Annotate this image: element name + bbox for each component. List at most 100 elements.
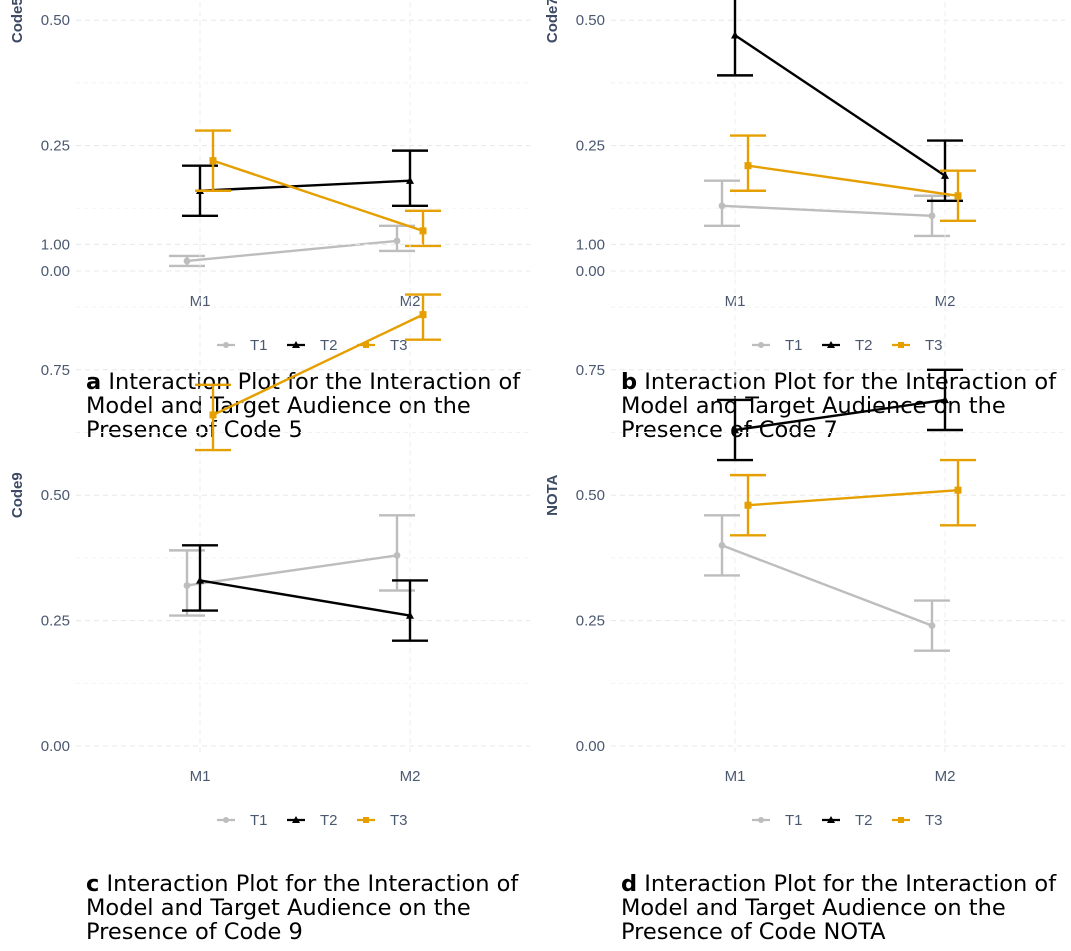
y-axis-label: Code5 xyxy=(9,0,26,43)
minor-gridlines-b xyxy=(611,82,1065,209)
figure-caption-b: b Interaction Plot for the Interaction o… xyxy=(621,370,1061,442)
y-tick-label: 0.25 xyxy=(41,138,70,155)
data-point xyxy=(928,212,936,220)
y-tick-label: 0.00 xyxy=(41,738,70,755)
legend-label: T3 xyxy=(925,337,943,354)
legend-b: T1 T2 T3 xyxy=(752,337,943,354)
data-point xyxy=(209,157,217,165)
data-point xyxy=(954,192,962,200)
series-t3 xyxy=(730,458,976,537)
series-line xyxy=(186,554,398,587)
series-t3 xyxy=(195,293,441,452)
data-point xyxy=(718,541,726,549)
legend-label: T2 xyxy=(855,337,873,354)
y-tick-label: 0.50 xyxy=(576,487,605,504)
series-line xyxy=(212,159,424,233)
y-tick-label: 0.00 xyxy=(576,263,605,280)
legend-label: T2 xyxy=(320,812,338,829)
legend-key-marker xyxy=(292,341,300,348)
y-tick-label: 0.50 xyxy=(41,12,70,29)
x-tick-label: M1 xyxy=(190,768,211,785)
data-point xyxy=(941,395,949,404)
series-t2 xyxy=(182,149,428,218)
chart-panel-b: 0.000.250.500.751.00M1M2Code7T1T2T3 b In… xyxy=(535,0,1070,475)
caption-text-b: Interaction Plot for the Interaction of … xyxy=(621,369,1057,443)
caption-text-a: Interaction Plot for the Interaction of … xyxy=(86,369,521,443)
caption-letter-c: c xyxy=(86,871,100,897)
legend-key-marker xyxy=(827,816,835,823)
legend-key-marker xyxy=(292,816,300,823)
chart-panel-d: 0.00 0.25 0.50 0.75 1.00 M1 M2 NOTA T1 T2 T3 d Int… xyxy=(535,234,1070,950)
y-tick-label: 0.75 xyxy=(576,362,605,379)
figure-caption-d: d Interaction Plot for the Interaction o… xyxy=(621,872,1061,944)
caption-text-c: Interaction Plot for the Interaction of … xyxy=(86,871,519,945)
legend-label: T1 xyxy=(250,337,268,354)
data-point xyxy=(731,425,739,434)
legend-label: T2 xyxy=(855,812,873,829)
series-line xyxy=(199,179,411,192)
data-point xyxy=(928,622,936,630)
series-t1 xyxy=(169,514,415,617)
series-t1 xyxy=(704,514,950,652)
series-line xyxy=(747,488,959,507)
y-tick-label: 0.25 xyxy=(576,613,605,630)
x-tick-label: M1 xyxy=(725,768,746,785)
legend-a: T1 T2 T3 xyxy=(217,337,408,354)
data-point xyxy=(183,257,191,265)
series-t3 xyxy=(195,129,441,248)
series-t2 xyxy=(182,544,428,642)
y-tick-label: 1.00 xyxy=(41,236,70,253)
y-tick-label: 0.25 xyxy=(576,138,605,155)
series-t2 xyxy=(717,368,963,462)
minor-gridlines-d xyxy=(611,306,1065,684)
legend-label: T1 xyxy=(250,812,268,829)
y-axis-label: Code9 xyxy=(9,472,26,518)
legend-key-marker xyxy=(363,817,369,823)
data-point xyxy=(406,176,414,184)
legend-key-marker xyxy=(758,342,764,348)
y-tick-label: 0.50 xyxy=(576,12,605,29)
figure-caption-c: c Interaction Plot for the Interaction o… xyxy=(86,872,526,944)
data-point xyxy=(406,611,414,619)
series-t1 xyxy=(169,224,415,268)
legend-label: T3 xyxy=(390,812,408,829)
legend-key-marker xyxy=(363,342,369,348)
data-point xyxy=(718,202,726,210)
major-gridlines-c xyxy=(76,234,530,757)
caption-text-d: Interaction Plot for the Interaction of … xyxy=(621,871,1057,945)
series-line xyxy=(212,313,424,417)
data-point xyxy=(209,411,217,419)
data-point xyxy=(419,227,427,235)
data-point xyxy=(393,551,401,559)
interaction-plot-d: 0.00 0.25 0.50 0.75 1.00 M1 M2 NOTA T1 T2 T3 xyxy=(544,234,1065,829)
legend-label: T1 xyxy=(785,337,803,354)
y-tick-label: 1.00 xyxy=(576,236,605,253)
legend-key-marker xyxy=(898,342,904,348)
y-tick-label: 0.00 xyxy=(576,738,605,755)
data-point xyxy=(183,582,191,589)
major-gridlines-b xyxy=(611,0,1065,282)
series-line xyxy=(186,239,398,263)
legend-key-marker xyxy=(758,817,764,823)
x-tick-label: M2 xyxy=(935,768,956,785)
legend-c: T1 T2 T3 xyxy=(217,812,408,829)
y-axis-label: Code7 xyxy=(544,0,561,43)
data-point xyxy=(419,311,427,319)
legend-key-marker xyxy=(898,817,904,823)
legend-label: T3 xyxy=(925,812,943,829)
data-point xyxy=(941,171,949,179)
series-line xyxy=(734,398,946,432)
major-gridlines-a xyxy=(76,0,530,282)
series-line xyxy=(721,204,933,218)
y-axis-label: NOTA xyxy=(544,474,561,516)
interaction-plot-a: 0.000.250.500.751.00M1M2Code5T1T2T3 xyxy=(9,0,530,354)
series-line xyxy=(199,579,411,617)
major-gridlines-d xyxy=(611,234,1065,757)
series-t3 xyxy=(730,134,976,223)
minor-gridlines-c xyxy=(76,306,530,684)
caption-letter-b: b xyxy=(621,369,638,395)
chart-panel-a: 0.000.250.500.751.00M1M2Code5T1T2T3 a In… xyxy=(0,0,535,475)
series-line xyxy=(734,34,946,177)
legend-label: T3 xyxy=(390,337,408,354)
y-tick-label: 0.00 xyxy=(41,263,70,280)
